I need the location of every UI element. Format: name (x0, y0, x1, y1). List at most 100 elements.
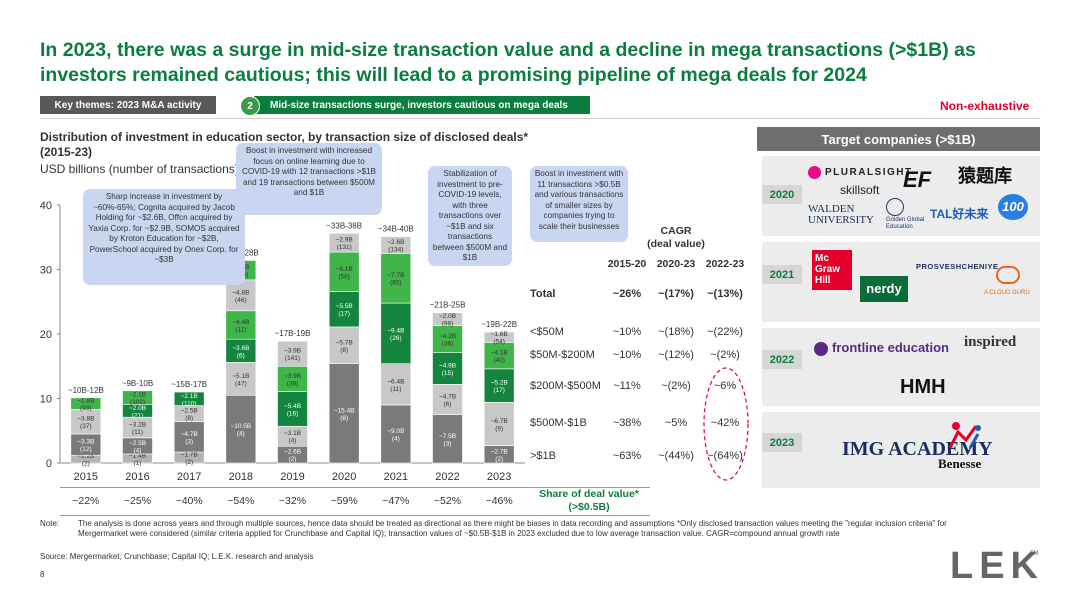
data-label: ~5.4B (284, 403, 301, 410)
data-label: (12) (80, 446, 92, 453)
data-label: ~1.6B (491, 331, 508, 338)
data-label: ~1.2B (77, 453, 94, 460)
data-label: (134) (388, 246, 403, 253)
cagr-value: ~(64%) (707, 450, 743, 462)
y-tick-label: 40 (40, 200, 52, 212)
data-label: (2) (185, 459, 193, 466)
cagr-value: ~5% (664, 417, 688, 429)
data-label: ~4.1B (491, 350, 508, 357)
y-tick-label: 10 (40, 394, 52, 406)
x-tick-label: 2017 (177, 471, 201, 483)
logo-hmh: HMH (900, 376, 946, 398)
data-label: ~3.6B (232, 345, 249, 352)
data-label: (40) (493, 357, 505, 364)
data-label: (65) (390, 280, 402, 287)
data-label: ~5.2B (491, 380, 508, 387)
bar-segment-50m200m-2022 (432, 414, 463, 464)
data-label: (131) (337, 244, 352, 251)
callout-2023: Boost in investment with 11 transactions… (530, 166, 628, 242)
total-label: ~19B-22B (481, 320, 517, 329)
data-label: (4) (392, 435, 400, 442)
logo-a-cloud-guru: A CLOUD GURU (984, 290, 1030, 296)
data-label: (17) (493, 387, 505, 394)
share-value: ~32% (278, 495, 307, 507)
cagr-row-label: $500M-$1B (530, 417, 587, 429)
x-tick-label: 2018 (229, 471, 253, 483)
bar-segment-50m200m-2020 (328, 363, 360, 464)
data-label: ~4.2B (439, 333, 456, 340)
logo-tal: TAL好未来 (930, 207, 989, 221)
bar-segment-1b-2016 (122, 390, 153, 405)
data-label: ~10.5B (230, 423, 251, 430)
data-label: ~2.0B (439, 313, 456, 320)
data-label: (38) (287, 380, 299, 387)
cagr-value: ~11% (613, 380, 641, 392)
cagr-value: ~(17%) (658, 288, 694, 300)
data-label: ~3.8B (77, 416, 94, 423)
logo-inspired: inspired (964, 334, 1017, 350)
brand-logo: LEK (950, 545, 1044, 587)
data-label: ~3.9B (284, 373, 301, 380)
data-label: (11) (235, 326, 246, 333)
data-label: ~7.7B (387, 272, 404, 279)
bar-segment-50m200m-2017 (173, 421, 205, 453)
cagr-value: ~(13%) (707, 288, 743, 300)
bar-segment-50m200m-2018 (225, 394, 257, 464)
data-label: (4) (237, 431, 245, 438)
share-bottom-line (60, 515, 650, 516)
cagr-value: ~6% (713, 380, 737, 392)
data-label: (54) (493, 339, 505, 346)
data-label: ~1.4B (129, 452, 146, 459)
share-top-line (60, 487, 650, 488)
data-label: (93) (80, 405, 92, 412)
share-label: Share of deal value* (>$0.5B) (539, 488, 639, 513)
logo-golden-global: Golden Global Education (886, 198, 926, 231)
cagr-row-label: $200M-$500M (530, 380, 601, 392)
share-value: ~47% (382, 495, 410, 507)
data-label: (2) (495, 456, 503, 463)
data-label: (15) (442, 370, 454, 377)
data-label: ~6.4B (387, 378, 404, 385)
data-label: (2) (289, 456, 297, 463)
data-label: (58) (338, 273, 350, 280)
year-tab-2022: 2022 (762, 350, 802, 369)
theme-tag: Key themes: 2023 M&A activity (40, 96, 216, 114)
chart-title: Distribution of investment in education … (40, 130, 529, 159)
x-tick-label: 2023 (487, 471, 511, 483)
bar-segment-1b-2021 (380, 253, 412, 304)
cagr-value: ~(44%) (658, 450, 694, 462)
logo-skillsoft: skillsoft (840, 183, 880, 197)
data-label: (4) (134, 447, 142, 454)
data-label: (110) (182, 400, 197, 407)
data-label: ~9.0B (387, 428, 404, 435)
data-label: ~3.2B (129, 422, 146, 429)
cagr-value: ~(2%) (661, 380, 691, 392)
bar-segment-1b-2020 (328, 251, 360, 292)
target-companies-header: Target companies (>$1B) (757, 127, 1040, 151)
data-label: ~2.5B (129, 440, 146, 447)
data-label: ~3.1B (284, 430, 301, 437)
share-value: ~59% (330, 495, 358, 507)
data-label: (98) (442, 321, 454, 328)
cagr-row-label: Total (530, 288, 556, 300)
y-tick-label: 20 (40, 329, 52, 341)
bar-segment-200m500m-2022 (432, 384, 463, 415)
data-label: ~3.3B (77, 439, 94, 446)
data-label: ~1.8B (77, 398, 94, 405)
year-tab-2021: 2021 (762, 265, 802, 284)
data-label: ~2.5B (181, 408, 198, 415)
chart-unit: USD billions (number of transactions) (40, 162, 239, 176)
bar-segment-500m1b-2020 (328, 291, 360, 328)
cloud-icon (996, 266, 1020, 284)
y-tick-label: 0 (46, 458, 52, 470)
logo-nerdy: nerdy (860, 276, 908, 302)
data-label: ~7.5B (439, 433, 456, 440)
cagr-col-1: 2015-20 (607, 258, 647, 270)
y-tick-label: 30 (40, 265, 52, 277)
data-label: (102) (130, 399, 145, 406)
total-label: ~33B-38B (326, 221, 362, 230)
cagr-value: ~(2%) (710, 349, 740, 361)
bar-segment-1b-2023 (483, 342, 515, 370)
cagr-value: ~10% (612, 326, 642, 338)
x-tick-label: 2021 (384, 471, 408, 483)
